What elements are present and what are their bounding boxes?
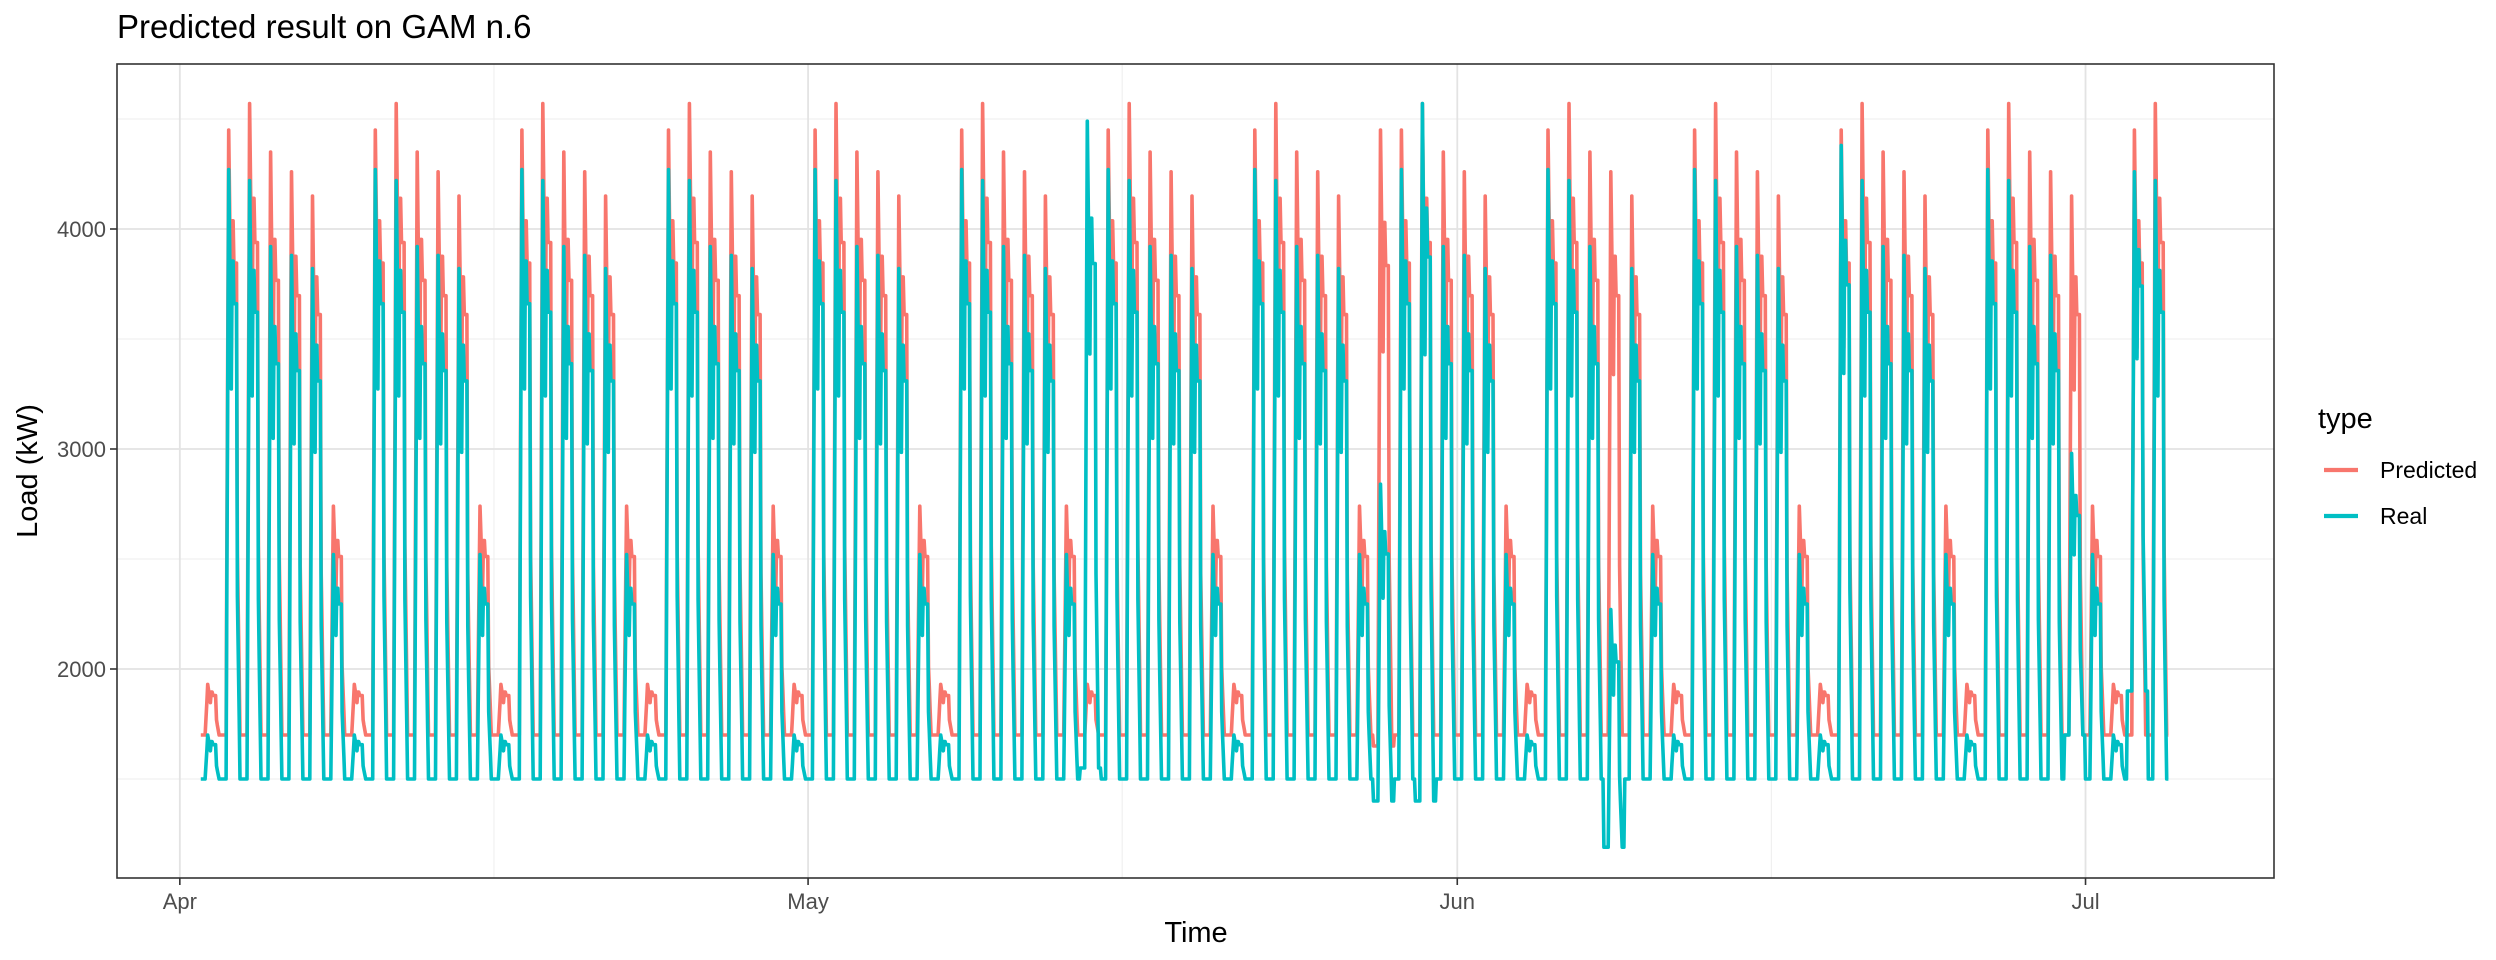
- x-axis: Apr May Jun Jul: [163, 878, 2100, 914]
- y-tick-label: 3000: [57, 437, 106, 462]
- panel-border: [116, 63, 2275, 879]
- plot-panel: [116, 63, 2275, 879]
- legend-title: type: [2318, 403, 2373, 435]
- legend: type Predicted Real: [2318, 403, 2477, 529]
- legend-label-real: Real: [2380, 503, 2427, 529]
- chart-title: Predicted result on GAM n.6: [117, 8, 532, 45]
- y-tick-label: 4000: [57, 217, 106, 242]
- y-axis-title: Load (kW): [12, 404, 44, 538]
- y-axis: 2000 3000 4000: [57, 217, 117, 682]
- x-tick-label: Jul: [2071, 889, 2099, 914]
- x-tick-label: May: [787, 889, 829, 914]
- series-line-real: [199, 101, 2170, 849]
- x-axis-title: Time: [1164, 917, 1227, 949]
- x-tick-label: Jun: [1440, 889, 1475, 914]
- grid-layer: [117, 64, 2274, 878]
- y-tick-label: 2000: [57, 657, 106, 682]
- legend-label-predicted: Predicted: [2380, 457, 2477, 483]
- series-layer: [199, 101, 2170, 849]
- x-tick-label: Apr: [163, 889, 197, 914]
